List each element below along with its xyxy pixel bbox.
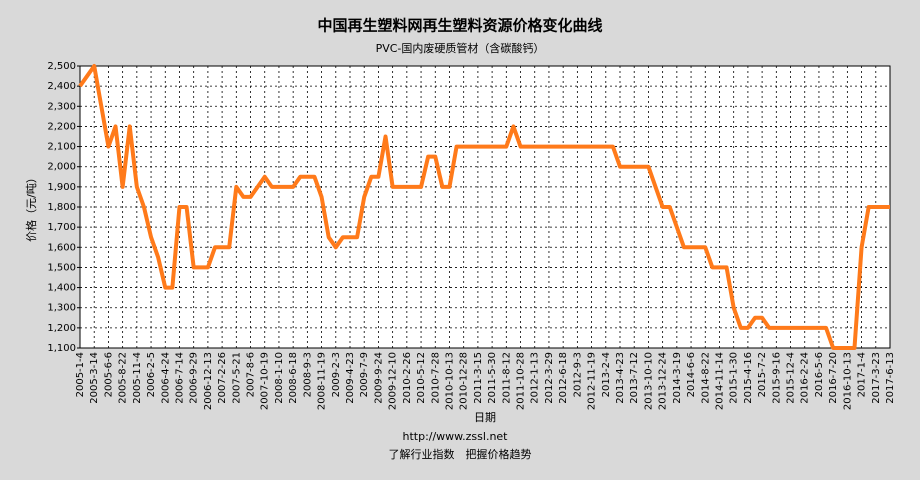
x-tick-label: 2012-9-3 bbox=[572, 352, 583, 397]
x-tick-label: 2012-1-13 bbox=[530, 352, 541, 404]
footer-slogan: 了解行业指数 把握价格趋势 bbox=[389, 447, 532, 461]
chart-title: 中国再生塑料网再生塑料资源价格变化曲线 bbox=[317, 17, 602, 35]
y-tick-label: 2,100 bbox=[47, 142, 76, 153]
x-tick-label: 2017-1-4 bbox=[857, 352, 868, 397]
x-tick-label: 2006-4-24 bbox=[160, 352, 171, 404]
x-tick-label: 2013-12-24 bbox=[658, 352, 669, 410]
x-tick-label: 2009-4-23 bbox=[345, 352, 356, 404]
x-tick-label: 2010-5-12 bbox=[416, 352, 427, 404]
y-tick-label: 1,100 bbox=[47, 343, 76, 354]
y-axis-label: 价格（元/吨） bbox=[24, 172, 38, 242]
x-tick-label: 2012-3-29 bbox=[544, 352, 555, 404]
x-tick-label: 2015-9-16 bbox=[771, 352, 782, 404]
x-tick-label: 2013-10-10 bbox=[643, 352, 654, 410]
x-tick-label: 2016-7-20 bbox=[828, 352, 839, 404]
x-tick-label: 2017-3-23 bbox=[871, 352, 882, 404]
y-tick-label: 1,800 bbox=[47, 202, 76, 213]
x-tick-label: 2015-1-30 bbox=[729, 352, 740, 404]
x-tick-label: 2010-7-28 bbox=[430, 352, 441, 404]
x-tick-label: 2005-1-4 bbox=[75, 352, 86, 397]
x-tick-label: 2012-6-18 bbox=[558, 352, 569, 404]
x-tick-label: 2006-12-13 bbox=[203, 352, 214, 410]
x-tick-label: 2017-6-13 bbox=[885, 352, 896, 404]
y-tick-label: 1,200 bbox=[47, 323, 76, 334]
x-tick-label: 2008-6-18 bbox=[288, 352, 299, 404]
x-tick-label: 2015-4-16 bbox=[743, 352, 754, 404]
x-tick-label: 2011-3-15 bbox=[473, 352, 484, 404]
x-axis-label: 日期 bbox=[474, 411, 496, 424]
x-tick-label: 2011-10-28 bbox=[516, 352, 527, 410]
x-tick-label: 2009-12-10 bbox=[388, 352, 399, 410]
x-tick-label: 2009-9-24 bbox=[373, 352, 384, 404]
y-tick-label: 2,000 bbox=[47, 162, 76, 173]
y-tick-label: 1,300 bbox=[47, 303, 76, 314]
x-tick-label: 2010-12-28 bbox=[459, 352, 470, 410]
x-tick-label: 2008-9-3 bbox=[302, 352, 313, 397]
y-tick-label: 1,600 bbox=[47, 242, 76, 253]
x-tick-label: 2014-8-22 bbox=[700, 352, 711, 404]
x-tick-label: 2014-6-6 bbox=[686, 352, 697, 397]
x-tick-label: 2007-10-19 bbox=[260, 352, 271, 410]
x-tick-label: 2015-12-4 bbox=[786, 352, 797, 404]
x-tick-label: 2016-10-13 bbox=[842, 352, 853, 410]
chart-subtitle: PVC-国内废硬质管材（含碳酸钙） bbox=[376, 41, 545, 55]
y-tick-label: 2,300 bbox=[47, 101, 76, 112]
x-tick-label: 2015-7-2 bbox=[757, 352, 768, 397]
y-tick-label: 2,500 bbox=[47, 61, 76, 72]
x-tick-label: 2005-8-22 bbox=[118, 352, 129, 404]
x-tick-label: 2014-11-14 bbox=[714, 352, 725, 410]
x-tick-label: 2007-8-6 bbox=[246, 352, 257, 397]
x-tick-label: 2006-2-5 bbox=[146, 352, 157, 397]
y-tick-label: 1,700 bbox=[47, 222, 76, 233]
x-tick-label: 2016-2-24 bbox=[800, 352, 811, 404]
x-tick-label: 2005-6-6 bbox=[103, 352, 114, 397]
footer-url: http://www.zssl.net bbox=[402, 430, 508, 443]
x-tick-label: 2010-10-13 bbox=[444, 352, 455, 410]
x-tick-label: 2005-3-14 bbox=[89, 352, 100, 404]
x-tick-label: 2013-4-23 bbox=[615, 352, 626, 404]
y-tick-label: 2,400 bbox=[47, 81, 76, 92]
x-tick-label: 2009-2-3 bbox=[331, 352, 342, 397]
x-tick-label: 2008-11-19 bbox=[317, 352, 328, 410]
y-tick-label: 1,400 bbox=[47, 283, 76, 294]
x-tick-label: 2006-7-14 bbox=[174, 352, 185, 404]
x-tick-label: 2014-3-19 bbox=[672, 352, 683, 404]
y-tick-label: 1,900 bbox=[47, 182, 76, 193]
y-tick-label: 1,500 bbox=[47, 262, 76, 273]
x-tick-label: 2011-8-12 bbox=[501, 352, 512, 404]
x-tick-label: 2013-7-12 bbox=[629, 352, 640, 404]
x-tick-label: 2007-5-21 bbox=[231, 352, 242, 404]
x-tick-label: 2011-5-30 bbox=[487, 352, 498, 404]
x-tick-label: 2007-2-26 bbox=[217, 352, 228, 404]
y-tick-label: 2,200 bbox=[47, 121, 76, 132]
x-tick-label: 2010-2-26 bbox=[402, 352, 413, 404]
x-tick-label: 2008-1-10 bbox=[274, 352, 285, 404]
x-tick-label: 2012-11-19 bbox=[587, 352, 598, 410]
x-tick-label: 2016-5-6 bbox=[814, 352, 825, 397]
x-tick-label: 2005-11-4 bbox=[132, 352, 143, 404]
x-tick-label: 2013-2-4 bbox=[601, 352, 612, 397]
price-line bbox=[78, 64, 890, 350]
x-tick-label: 2006-9-29 bbox=[189, 352, 200, 404]
x-tick-label: 2009-7-9 bbox=[359, 352, 370, 397]
